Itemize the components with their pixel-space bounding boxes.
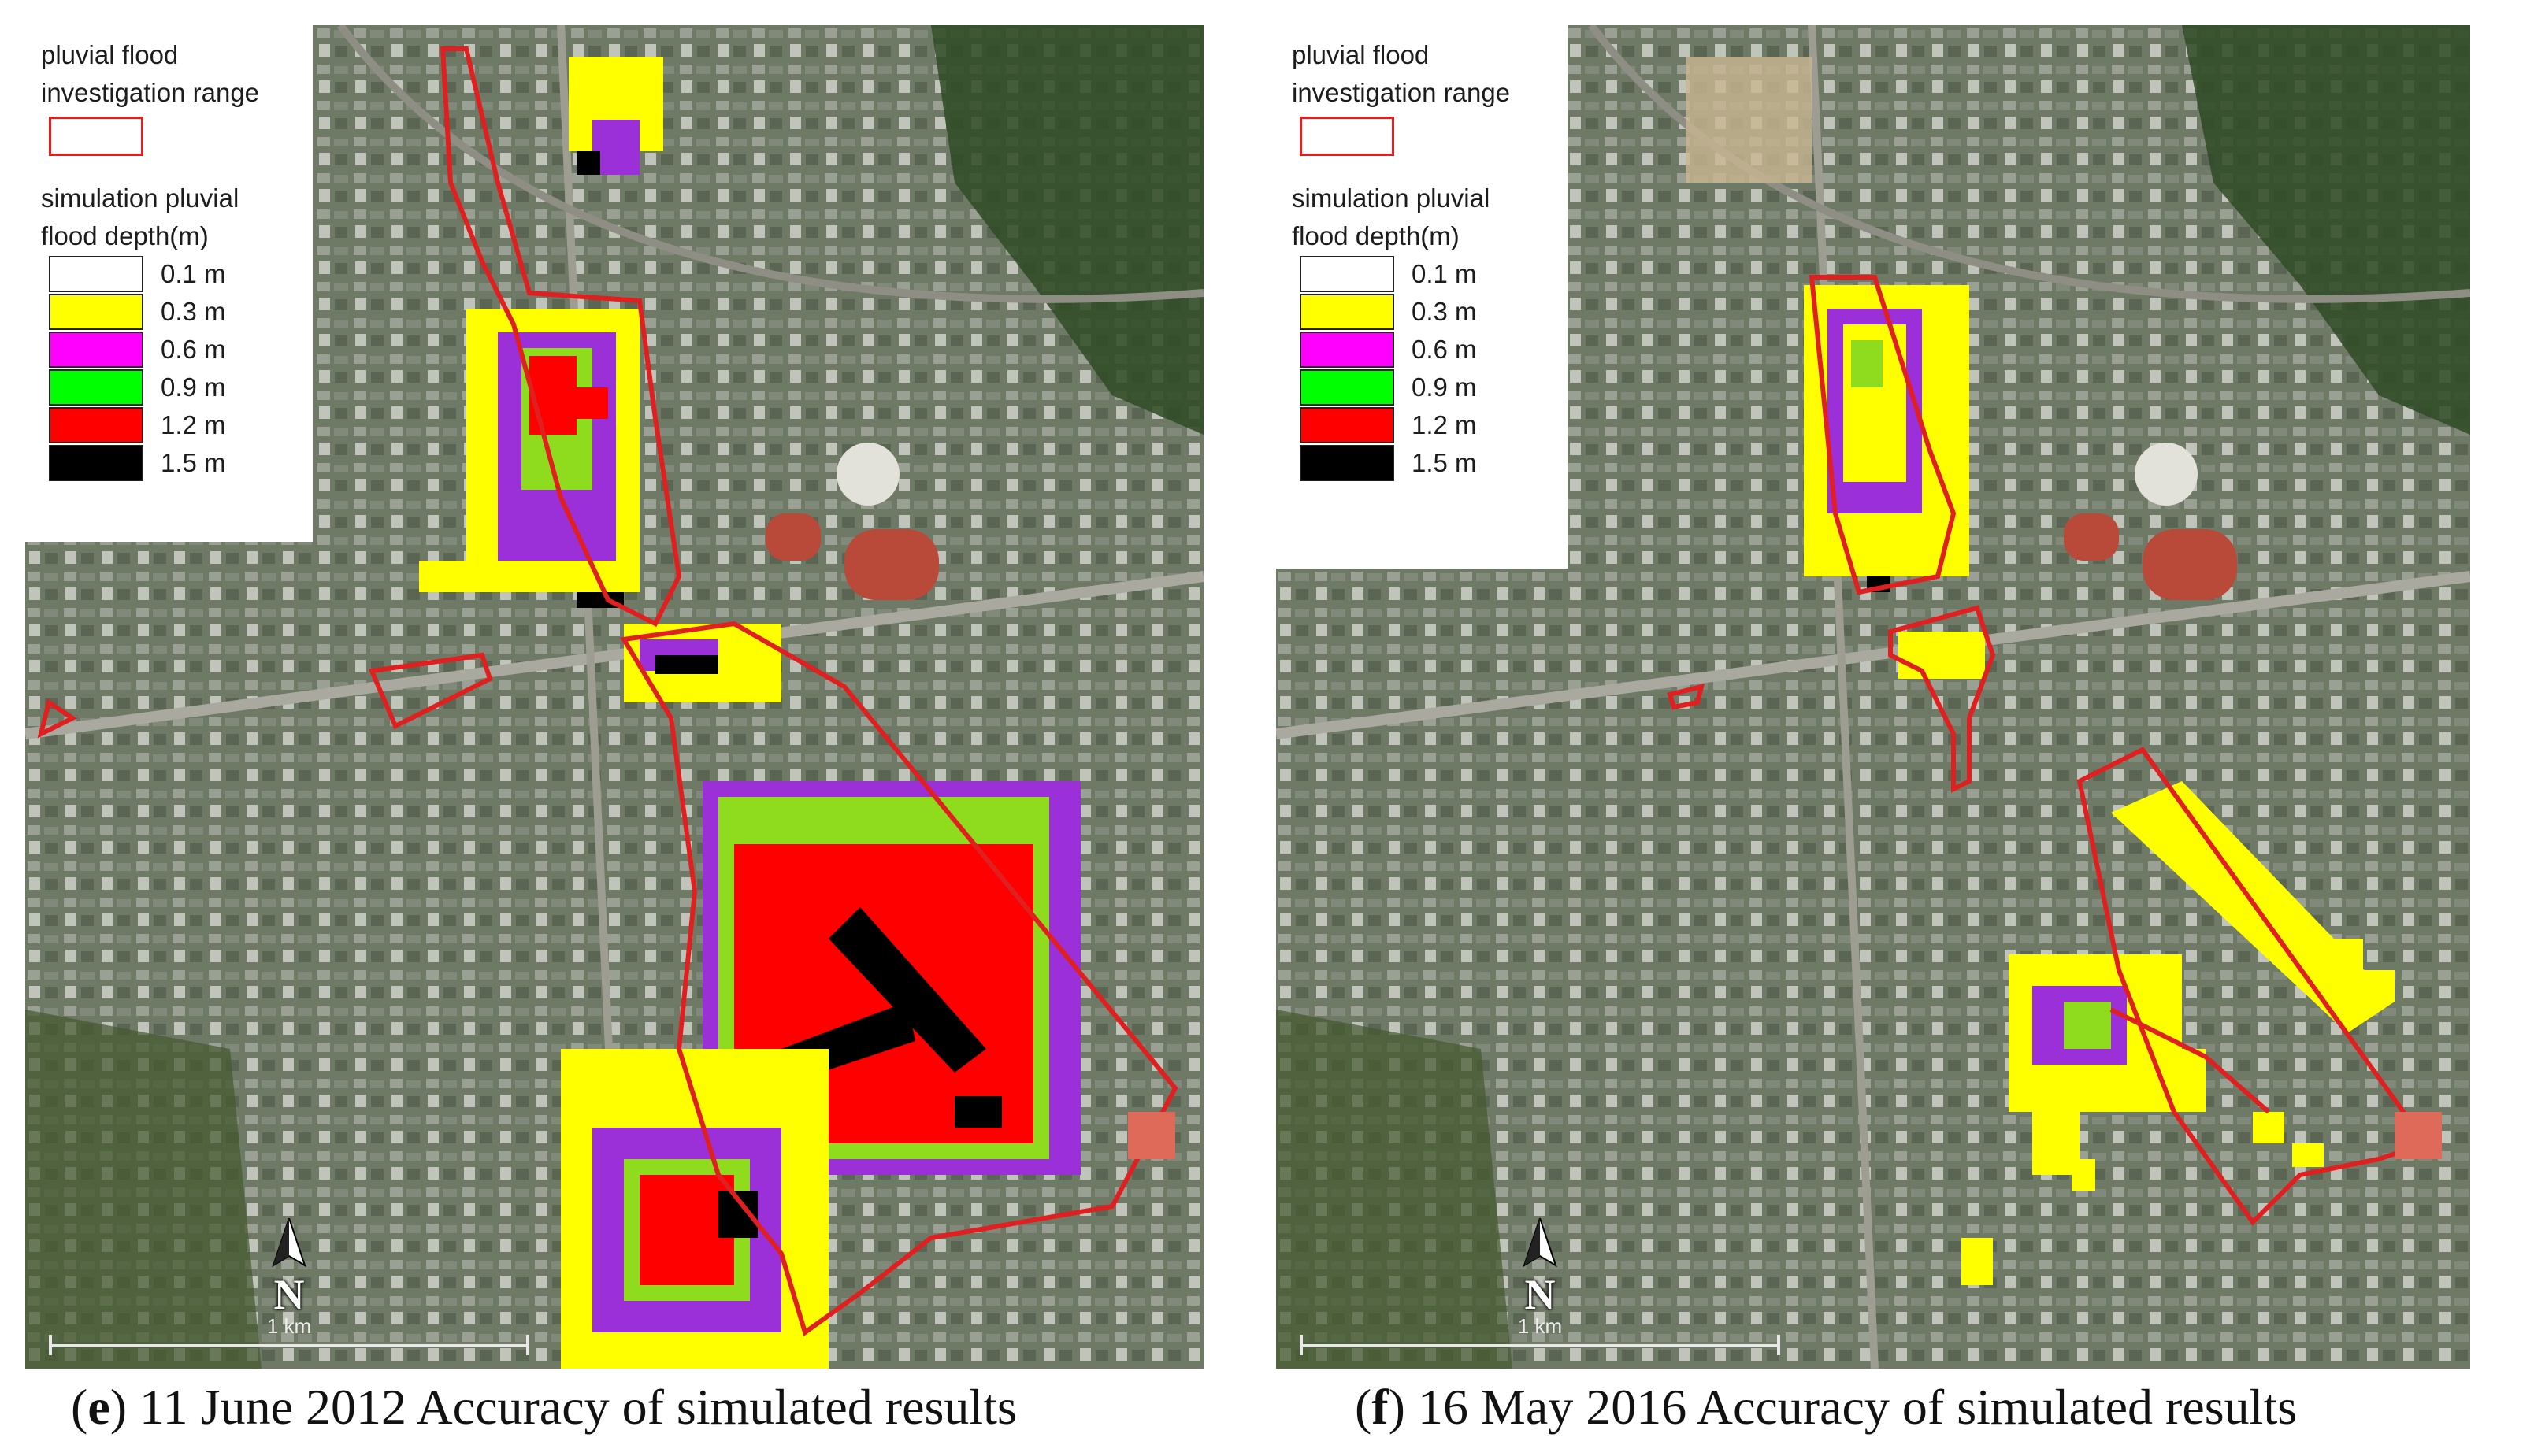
legend-item: 1.5 m	[49, 444, 297, 482]
legend-item: 0.6 m	[49, 331, 297, 369]
north-arrow-icon: N	[1512, 1215, 1568, 1336]
scale-bar: 1 km	[1300, 1314, 1780, 1360]
legend-depth-title: simulation pluvial flood depth(m)	[41, 183, 239, 250]
legend-range-title: pluvial flood investigation range	[1292, 40, 1511, 107]
legend-item: 0.3 m	[1300, 293, 1552, 331]
caption-text: 16 May 2016 Accuracy of simulated result…	[1417, 1379, 2298, 1435]
scale-label: 1 km	[266, 1314, 312, 1338]
legend-swatch-0.3	[1300, 294, 1394, 330]
legend-swatch-0.9	[1300, 369, 1394, 406]
legend-swatch-0.1	[49, 256, 143, 292]
scale-label: 1 km	[1517, 1314, 1563, 1338]
legend-range-title: pluvial flood investigation range	[41, 40, 260, 107]
map-legend-e: pluvial flood investigation range simula…	[25, 25, 313, 542]
satellite-map-e	[25, 25, 1204, 1369]
caption-text: 11 June 2012 Accuracy of simulated resul…	[139, 1379, 1017, 1435]
legend-swatch-1.5	[49, 445, 143, 481]
legend-label: 0.6 m	[1412, 335, 1477, 364]
legend-label: 0.9 m	[1412, 372, 1477, 402]
legend-item: 1.5 m	[1300, 444, 1552, 482]
legend-range-swatch	[49, 117, 143, 156]
legend-swatch-0.3	[49, 294, 143, 330]
caption-letter: e	[87, 1379, 110, 1435]
caption-e: (e) 11 June 2012 Accuracy of simulated r…	[71, 1379, 1017, 1435]
legend-label: 0.3 m	[1412, 297, 1477, 326]
legend-item: 0.3 m	[49, 293, 297, 331]
legend-swatch-0.1	[1300, 256, 1394, 292]
legend-swatch-0.6	[1300, 332, 1394, 368]
legend-item: 0.6 m	[1300, 331, 1552, 369]
legend-item: 0.9 m	[1300, 369, 1552, 406]
legend-swatch-1.5	[1300, 445, 1394, 481]
satellite-map-f	[1276, 25, 2470, 1369]
caption-f: (f) 16 May 2016 Accuracy of simulated re…	[1355, 1379, 2298, 1435]
legend-item: 0.9 m	[49, 369, 297, 406]
legend-depth-title: simulation pluvial flood depth(m)	[1292, 183, 1490, 250]
legend-label: 1.2 m	[1412, 410, 1477, 439]
legend-range-swatch	[1300, 117, 1394, 156]
north-label: N	[1524, 1271, 1556, 1318]
scale-bar: 1 km	[49, 1314, 529, 1360]
legend-label: 1.5 m	[161, 448, 226, 477]
investigation-range-f	[1667, 275, 2430, 1226]
north-arrow-icon: N	[262, 1215, 317, 1336]
legend-swatch-0.6	[49, 332, 143, 368]
legend-label: 0.1 m	[1412, 259, 1477, 288]
map-panel-e: pluvial flood investigation range simula…	[25, 25, 1204, 1369]
legend-label: 0.1 m	[161, 259, 226, 288]
legend-item: 0.1 m	[1300, 255, 1552, 293]
legend-swatch-0.9	[49, 369, 143, 406]
legend-label: 1.5 m	[1412, 448, 1477, 477]
legend-item: 1.2 m	[1300, 406, 1552, 444]
legend-item: 0.1 m	[49, 255, 297, 293]
legend-label: 0.9 m	[161, 372, 226, 402]
legend-label: 0.3 m	[161, 297, 226, 326]
flood-cells-e	[419, 57, 1081, 1369]
caption-letter: f	[1371, 1379, 1389, 1435]
map-legend-f: pluvial flood investigation range simula…	[1276, 25, 1568, 569]
legend-label: 0.6 m	[161, 335, 226, 364]
legend-item: 1.2 m	[49, 406, 297, 444]
legend-swatch-1.2	[49, 407, 143, 443]
map-panel-f: pluvial flood investigation range simula…	[1276, 25, 2470, 1369]
legend-swatch-1.2	[1300, 407, 1394, 443]
legend-label: 1.2 m	[161, 410, 226, 439]
investigation-range-e	[37, 46, 1178, 1336]
north-label: N	[273, 1271, 305, 1318]
